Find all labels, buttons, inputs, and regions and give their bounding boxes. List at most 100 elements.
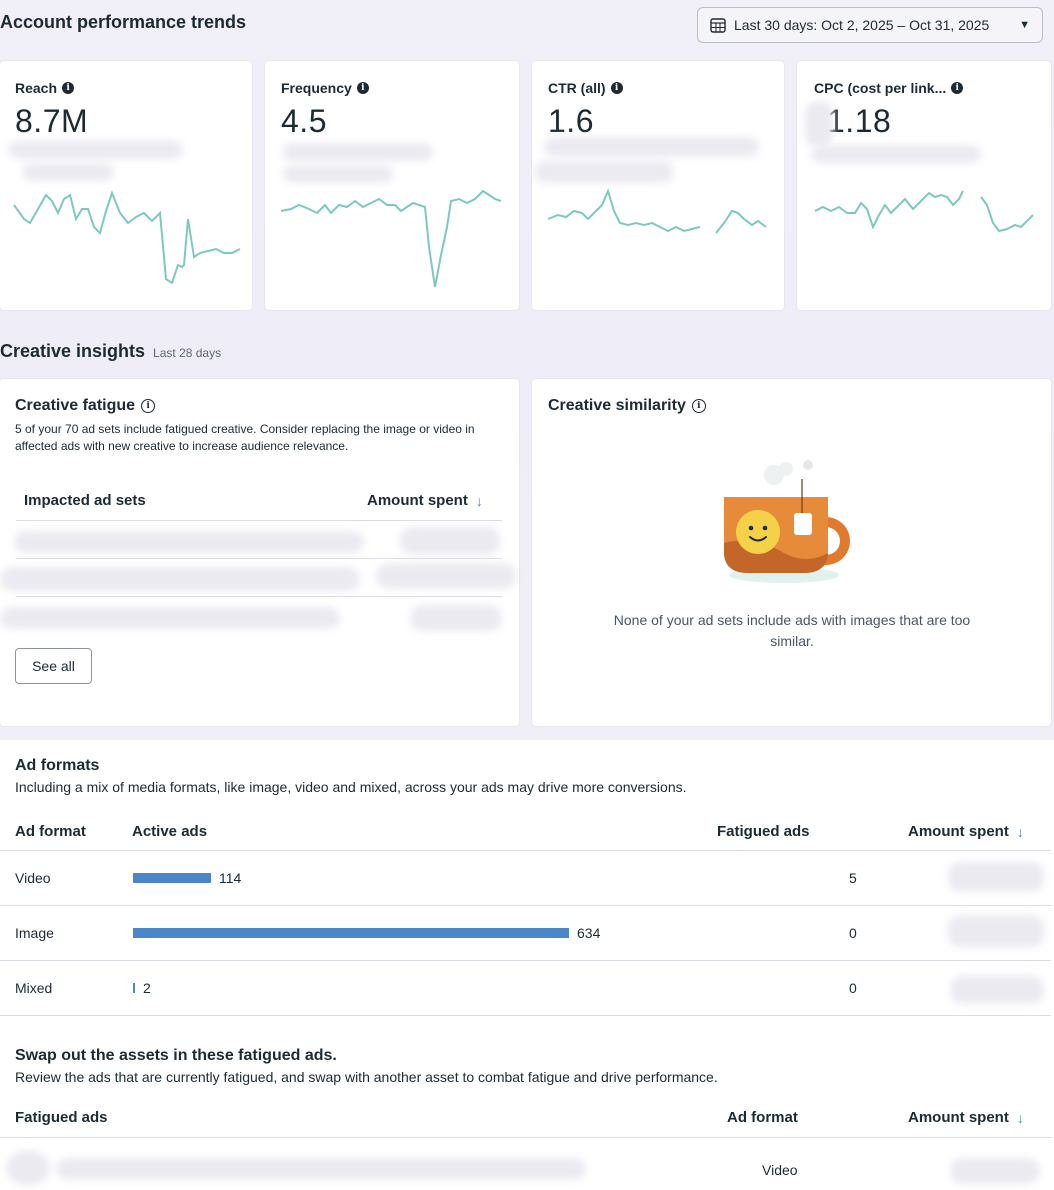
redacted-row xyxy=(14,531,364,553)
redacted-row xyxy=(0,607,340,629)
redacted-row xyxy=(400,527,500,555)
active-ads-bar xyxy=(133,873,211,883)
redacted-text xyxy=(22,163,114,181)
redacted-text xyxy=(283,143,433,161)
card-title: Creative fatigue xyxy=(15,397,136,414)
metric-value: 8.7M xyxy=(15,103,89,139)
col-fatigued-ads: Fatigued ads xyxy=(717,823,810,840)
redacted-text xyxy=(8,141,183,159)
divider xyxy=(0,905,1051,906)
metric-label: Frequency i xyxy=(281,80,369,96)
info-icon[interactable]: i xyxy=(951,82,964,94)
active-ads-bar xyxy=(133,983,135,993)
swap-description: Review the ads that are currently fatigu… xyxy=(15,1069,718,1085)
creative-insights-header: Creative insights Last 28 days xyxy=(0,341,221,362)
metric-label-text: Frequency xyxy=(281,80,352,96)
info-icon[interactable]: i xyxy=(610,82,623,94)
fatigued-ads-value: 0 xyxy=(849,980,857,996)
column-header-label: Amount spent xyxy=(367,492,468,509)
metric-label-text: CPC (cost per link... xyxy=(814,80,947,96)
format-name: Mixed xyxy=(15,980,53,996)
metric-card-ctr[interactable]: CTR (all) i 1.6 xyxy=(532,61,784,310)
fatigue-description: 5 of your 70 ad sets include fatigued cr… xyxy=(15,422,475,453)
date-range-label: Last 30 days: Oct 2, 2025 – Oct 31, 2025 xyxy=(734,17,990,33)
teacup-illustration xyxy=(724,460,850,583)
metric-label: CPC (cost per link... i xyxy=(814,80,964,96)
card-header: Creative similarity i xyxy=(548,397,706,415)
info-icon[interactable]: i xyxy=(62,82,75,94)
card-title: Creative similarity xyxy=(548,397,686,414)
redacted-row xyxy=(376,563,516,589)
period-label: Last 28 days xyxy=(153,346,222,360)
card-header: Creative fatigue i xyxy=(15,397,156,415)
format-name: Image xyxy=(15,925,54,941)
redacted-text xyxy=(283,165,393,183)
section-title: Creative insights xyxy=(0,341,146,361)
redacted-amount xyxy=(950,1158,1040,1184)
active-ads-value: 2 xyxy=(143,980,151,996)
ad-formats-title: Ad formats xyxy=(15,757,100,774)
active-ads-value: 634 xyxy=(577,925,601,941)
metric-label: Reach i xyxy=(15,80,75,96)
divider xyxy=(0,960,1051,961)
divider xyxy=(0,1015,1051,1016)
redacted-amount xyxy=(950,976,1044,1004)
redacted-text xyxy=(811,145,981,163)
fatigued-ads-value: 5 xyxy=(849,870,857,886)
divider xyxy=(16,558,502,559)
date-range-picker[interactable]: Last 30 days: Oct 2, 2025 – Oct 31, 2025… xyxy=(697,7,1043,43)
redacted-amount xyxy=(948,862,1044,892)
creative-fatigue-card: Creative fatigue i 5 of your 70 ad sets … xyxy=(0,379,519,726)
calendar-icon xyxy=(710,18,726,33)
col-amount-spent[interactable]: Amount spent ↓ xyxy=(367,492,483,509)
col-impacted-ad-sets: Impacted ad sets xyxy=(24,492,146,509)
redacted-ad-name[interactable] xyxy=(56,1158,586,1180)
col-ad-format: Ad format xyxy=(15,823,86,840)
metric-value: 4.5 xyxy=(281,103,327,139)
active-ads-bar xyxy=(133,928,569,938)
metric-label: CTR (all) i xyxy=(548,80,623,96)
divider xyxy=(0,1137,1051,1138)
metric-card-reach[interactable]: Reach i 8.7M xyxy=(0,61,252,310)
redacted-thumbnail xyxy=(6,1150,50,1186)
redacted-amount xyxy=(948,915,1044,947)
column-header-label: Amount spent xyxy=(908,823,1009,840)
metric-value: 1.18 xyxy=(827,103,892,139)
info-icon[interactable]: i xyxy=(141,399,156,413)
redacted-row xyxy=(0,567,360,591)
page-title: Account performance trends xyxy=(0,12,247,32)
format-name: Video xyxy=(15,870,51,886)
sort-down-arrow-icon: ↓ xyxy=(475,492,483,509)
col-amount-spent[interactable]: Amount spent ↓ xyxy=(908,1109,1024,1126)
metric-value: 1.6 xyxy=(548,103,594,139)
divider xyxy=(16,596,502,597)
info-icon[interactable]: i xyxy=(691,399,706,413)
fatigued-ads-value: 0 xyxy=(849,925,857,941)
ad-format-value: Video xyxy=(762,1162,798,1178)
divider xyxy=(16,520,502,521)
sort-down-arrow-icon: ↓ xyxy=(1016,823,1024,840)
redacted-text xyxy=(544,137,759,157)
col-amount-spent[interactable]: Amount spent ↓ xyxy=(908,823,1024,840)
metric-label-text: Reach xyxy=(15,80,58,96)
col-fatigued-ads: Fatigued ads xyxy=(15,1109,108,1126)
column-header-label: Amount spent xyxy=(908,1109,1009,1126)
info-icon[interactable]: i xyxy=(356,82,369,94)
active-ads-value: 114 xyxy=(219,870,242,886)
creative-similarity-card: Creative similarity i None of your ad se… xyxy=(532,379,1051,726)
sparkline-chart xyxy=(280,189,502,288)
metric-card-cpc[interactable]: CPC (cost per link... i 1.18 xyxy=(797,61,1051,310)
redacted-row xyxy=(410,605,502,631)
see-all-button[interactable]: See all xyxy=(15,648,92,684)
sparkline-chart xyxy=(13,190,241,285)
sort-down-arrow-icon: ↓ xyxy=(1016,1109,1024,1126)
sparkline-chart xyxy=(814,190,1034,233)
metric-card-frequency[interactable]: Frequency i 4.5 xyxy=(265,61,519,310)
redacted-text xyxy=(534,161,674,183)
sparkline-chart xyxy=(547,188,767,234)
col-ad-format: Ad format xyxy=(727,1109,798,1126)
ad-formats-description: Including a mix of media formats, like i… xyxy=(15,779,687,795)
similarity-message: None of your ad sets include ads with im… xyxy=(613,612,971,649)
redacted-text xyxy=(805,101,833,147)
metric-label-text: CTR (all) xyxy=(548,80,606,96)
